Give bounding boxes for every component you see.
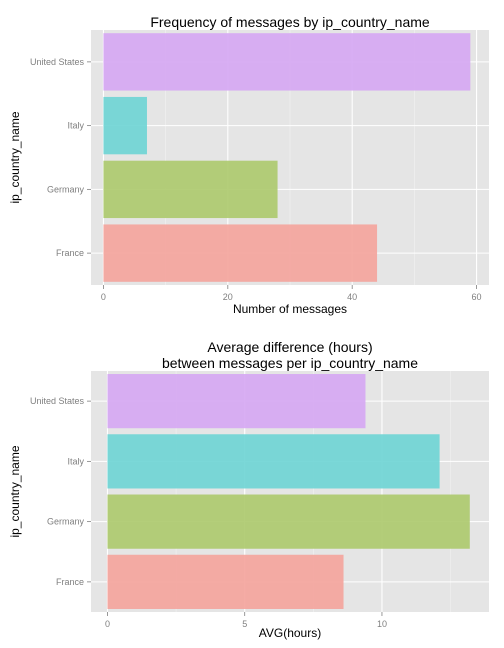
x-tick-label: 20: [223, 292, 233, 302]
x-tick-label: 0: [105, 619, 110, 629]
bar-france: [107, 554, 344, 609]
x-axis-title: AVG(hours): [259, 626, 321, 640]
bar-italy: [107, 434, 440, 489]
y-tick-label: France: [56, 577, 84, 587]
y-tick-label: United States: [30, 57, 85, 67]
x-tick-label: 10: [377, 619, 387, 629]
x-tick-label: 0: [101, 292, 106, 302]
x-tick-label: 60: [472, 292, 482, 302]
y-tick-label: United States: [30, 396, 85, 406]
x-tick-label: 5: [242, 619, 247, 629]
bar-united-states: [107, 374, 366, 429]
y-axis-title: ip_country_name: [8, 111, 22, 203]
y-tick-label: Germany: [47, 184, 85, 194]
bar-united-states: [103, 33, 471, 91]
chart-2: France Germany Italy United States 0 5 10 Avera…: [8, 339, 489, 640]
bar-france: [103, 224, 378, 282]
chart-title: between messages per ip_country_name: [162, 355, 418, 371]
bar-italy: [103, 96, 147, 155]
y-axis-title: ip_country_name: [8, 445, 22, 537]
y-tick-label: Germany: [47, 517, 85, 527]
x-tick-label: 40: [347, 292, 357, 302]
chart-1: France Germany Italy United States 0 20 40 60 Fr…: [8, 14, 489, 316]
y-tick-label: Italy: [67, 121, 84, 131]
chart-title: Frequency of messages by ip_country_name: [150, 14, 430, 30]
x-axis-title: Number of messages: [233, 302, 347, 316]
bar-germany: [107, 494, 470, 549]
bar-germany: [103, 160, 278, 219]
y-tick-label: Italy: [67, 456, 84, 466]
y-tick-label: France: [56, 248, 84, 258]
chart-title: Average difference (hours): [207, 339, 372, 355]
